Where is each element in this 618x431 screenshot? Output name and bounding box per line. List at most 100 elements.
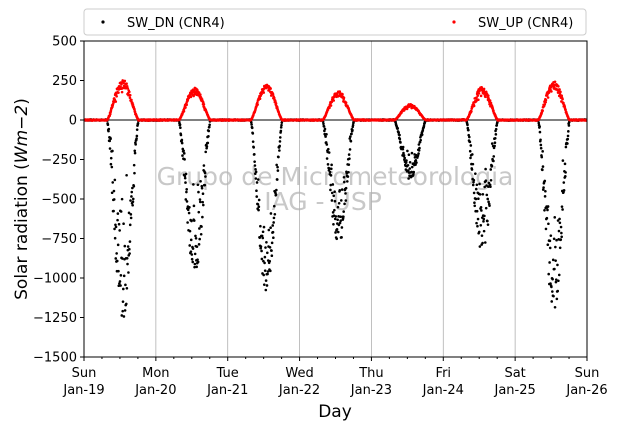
data-point	[478, 182, 481, 186]
data-point	[132, 184, 136, 188]
data-point	[405, 159, 408, 162]
data-point	[344, 192, 347, 195]
data-point	[417, 149, 421, 152]
data-point	[547, 222, 550, 226]
data-point	[419, 138, 422, 142]
data-point	[537, 121, 541, 125]
data-point	[269, 226, 272, 230]
data-point	[200, 184, 204, 188]
data-point	[406, 163, 410, 167]
data-point	[119, 274, 123, 277]
data-point	[548, 246, 552, 250]
data-point	[106, 123, 110, 127]
data-point	[123, 244, 127, 248]
data-point	[477, 98, 480, 102]
data-point	[198, 227, 201, 230]
data-point	[278, 144, 281, 148]
data-point	[561, 208, 564, 211]
data-point	[268, 259, 272, 263]
y-tick-label: −250	[41, 153, 77, 168]
data-point	[473, 201, 476, 204]
data-point	[473, 204, 477, 208]
data-point	[333, 208, 336, 212]
data-point	[557, 279, 560, 283]
data-point	[538, 130, 542, 134]
data-point	[396, 127, 400, 130]
data-point	[471, 153, 474, 156]
data-point	[342, 215, 345, 218]
data-point	[272, 96, 276, 100]
data-point	[107, 127, 111, 131]
data-point	[480, 209, 483, 212]
y-tick-label: −750	[41, 232, 77, 247]
data-point	[562, 189, 566, 192]
data-point	[109, 112, 112, 116]
data-point	[129, 213, 133, 216]
data-point	[472, 180, 475, 184]
data-point	[493, 137, 497, 140]
data-point	[338, 189, 342, 192]
data-point	[418, 140, 422, 144]
data-point	[182, 149, 185, 153]
data-point	[402, 151, 405, 155]
data-point	[334, 231, 337, 234]
data-point	[122, 222, 125, 226]
data-point	[344, 101, 348, 105]
data-point	[198, 237, 201, 241]
data-point	[550, 90, 553, 93]
data-point	[546, 243, 550, 247]
data-point	[483, 241, 487, 244]
data-point	[202, 103, 206, 106]
data-point	[198, 200, 202, 204]
data-point	[133, 151, 137, 155]
data-point	[207, 129, 211, 133]
data-point	[128, 240, 132, 243]
data-point	[260, 234, 264, 238]
data-point	[557, 229, 561, 233]
data-point	[324, 135, 327, 138]
data-point	[189, 250, 193, 253]
data-point	[342, 96, 346, 100]
watermark-line-1: Grupo de Micrometeorologia	[157, 162, 514, 191]
data-point	[484, 206, 488, 210]
y-axis-label-prefix: Solar radiation (	[12, 163, 32, 300]
data-point	[546, 208, 549, 212]
data-point	[554, 278, 558, 281]
data-point	[111, 181, 115, 184]
data-point	[117, 222, 121, 226]
data-point	[556, 263, 559, 267]
data-point	[335, 227, 339, 231]
data-point	[206, 141, 210, 145]
data-point	[117, 91, 120, 94]
data-point	[492, 146, 496, 150]
data-point	[334, 215, 338, 218]
data-point	[272, 221, 275, 224]
data-point	[325, 143, 329, 146]
data-point	[203, 171, 207, 175]
data-point	[192, 183, 195, 186]
data-point	[257, 208, 260, 212]
data-point	[566, 142, 569, 145]
data-point	[272, 216, 276, 220]
data-point	[351, 128, 354, 132]
data-point	[548, 239, 552, 243]
data-point	[544, 189, 547, 193]
x-tick-date: Jan-21	[206, 383, 248, 398]
data-point	[133, 149, 137, 153]
data-point	[475, 96, 478, 100]
data-point	[208, 125, 211, 129]
data-point	[255, 189, 258, 193]
y-tick-label: 500	[52, 35, 77, 50]
data-point	[127, 271, 130, 274]
data-point	[412, 170, 416, 174]
data-point	[553, 216, 557, 219]
data-point	[128, 247, 131, 251]
data-point	[116, 218, 119, 222]
data-point	[117, 269, 120, 273]
data-point	[325, 132, 328, 136]
data-point	[336, 230, 340, 234]
data-point	[202, 100, 205, 104]
data-point	[200, 225, 203, 228]
data-point	[259, 245, 263, 248]
data-point	[474, 187, 478, 191]
